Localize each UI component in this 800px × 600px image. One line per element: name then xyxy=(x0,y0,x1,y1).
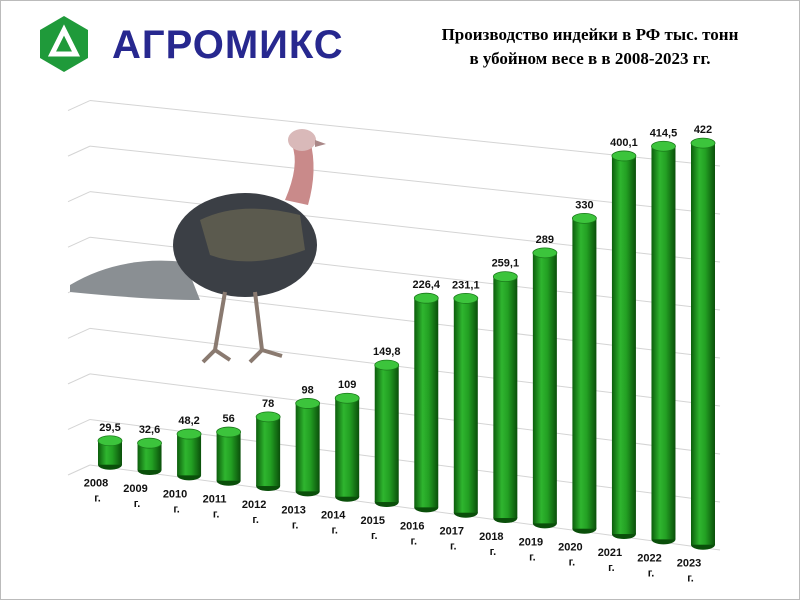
bar xyxy=(256,416,281,487)
bar xyxy=(611,155,636,535)
bar xyxy=(532,252,557,524)
bar-cap xyxy=(611,150,637,162)
bar xyxy=(98,440,122,465)
bar-cap xyxy=(216,426,242,438)
x-tick-label: 2013 г. xyxy=(281,504,305,531)
value-label: 330 xyxy=(575,199,593,211)
x-tick-label: 2008 г. xyxy=(84,478,108,505)
tick-mark xyxy=(67,327,91,339)
bar-cap xyxy=(295,398,321,409)
value-label: 149,8 xyxy=(373,346,401,358)
bar-cap xyxy=(413,292,439,304)
value-label: 231,1 xyxy=(452,279,480,291)
x-tick-label: 2015 г. xyxy=(360,515,384,542)
bar-cap xyxy=(97,435,123,447)
bar xyxy=(177,434,202,476)
value-label: 414,5 xyxy=(650,127,678,139)
tick-mark xyxy=(67,373,91,385)
x-tick-label: 2009 г. xyxy=(123,483,147,510)
x-tick-label: 2019 г. xyxy=(519,536,543,563)
tick-mark xyxy=(67,145,91,157)
value-label: 400,1 xyxy=(610,137,638,149)
x-tick-label: 2018 г. xyxy=(479,531,503,558)
tick-mark xyxy=(67,236,91,248)
bar xyxy=(414,298,439,508)
bar xyxy=(295,403,320,492)
value-label: 56 xyxy=(222,413,234,425)
tick-mark xyxy=(67,191,91,203)
bar-cap xyxy=(255,411,281,423)
x-tick-label: 2010 г. xyxy=(163,488,187,515)
tick-mark xyxy=(67,100,91,112)
bar-cap xyxy=(374,359,400,371)
brand: АГРОМИКС xyxy=(112,23,344,67)
value-label: 422 xyxy=(694,124,712,136)
value-label: 109 xyxy=(338,379,356,391)
turkey-illustration xyxy=(70,129,326,364)
bar xyxy=(453,298,478,513)
bar xyxy=(374,365,399,503)
x-tick-label: 2016 г. xyxy=(400,520,424,547)
logo: АГРОМИКС xyxy=(40,16,344,72)
x-tick-label: 2020 г. xyxy=(558,542,582,569)
x-tick-label: 2011 г. xyxy=(203,494,227,521)
bar xyxy=(651,146,676,540)
bar-cap xyxy=(651,140,676,152)
value-label: 29,5 xyxy=(99,422,120,434)
bar xyxy=(335,398,360,497)
x-tick-label: 2017 г. xyxy=(440,526,464,553)
chart-title: в убойном весе в в 2008-2023 гг. xyxy=(469,49,710,68)
bar xyxy=(493,276,518,519)
value-label: 98 xyxy=(302,384,314,396)
bar-cap xyxy=(690,137,716,149)
value-label: 78 xyxy=(262,398,274,410)
bar xyxy=(691,143,715,545)
bar-cap xyxy=(453,293,479,304)
value-label: 32,6 xyxy=(139,424,160,436)
chart-title: Производство индейки в РФ тыс. тонн xyxy=(442,25,739,44)
tick-mark xyxy=(67,418,91,430)
bar-cap xyxy=(334,392,360,404)
bar xyxy=(572,218,597,529)
bar-cap xyxy=(137,437,162,449)
tick-mark xyxy=(67,464,91,476)
bar-cap xyxy=(176,428,202,440)
bar-cap xyxy=(532,247,558,259)
bar-cap xyxy=(492,271,518,283)
value-label: 259,1 xyxy=(492,258,520,270)
x-tick-label: 2014 г. xyxy=(321,510,346,537)
x-tick-label: 2023 г. xyxy=(677,558,701,585)
x-tick-label: 2021 г. xyxy=(598,547,622,574)
value-label: 48,2 xyxy=(178,415,199,427)
x-tick-label: 2012 г. xyxy=(242,499,266,526)
x-tick-label: 2022 г. xyxy=(637,552,661,579)
bar xyxy=(216,432,241,481)
value-label: 226,4 xyxy=(413,279,441,291)
value-label: 289 xyxy=(536,234,554,246)
bar-cap xyxy=(572,212,597,224)
